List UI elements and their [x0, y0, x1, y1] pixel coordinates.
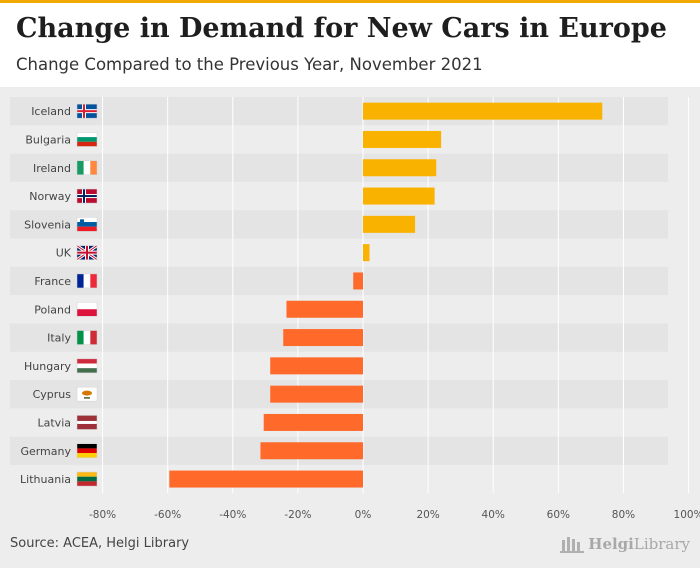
- bar-lithuania: [169, 470, 363, 488]
- x-tick-label: 80%: [612, 509, 635, 521]
- category-label: UK: [56, 247, 72, 260]
- row-band: [10, 153, 668, 182]
- bar-chart: Iceland Bulgaria Ireland Norway Slovenia UK Fr…: [10, 97, 700, 521]
- row-band: [10, 210, 668, 239]
- lithuania-flag-icon: [76, 471, 98, 487]
- source-note: Source: ACEA, Helgi Library: [10, 536, 190, 551]
- bar-germany: [260, 442, 363, 460]
- bar-hungary: [270, 357, 363, 375]
- x-tick-label: 60%: [547, 509, 570, 521]
- france-flag-icon: [76, 273, 98, 289]
- bar-france: [353, 272, 363, 290]
- accent-line: [0, 0, 700, 3]
- slovenia-flag-icon: [76, 217, 98, 232]
- x-tick-label: -40%: [219, 509, 246, 521]
- category-label: Slovenia: [24, 218, 71, 231]
- x-tick-label: -80%: [89, 509, 116, 521]
- chart-subtitle: Change Compared to the Previous Year, No…: [16, 55, 483, 74]
- ireland-flag-icon: [76, 160, 98, 175]
- category-label: Ireland: [33, 162, 71, 175]
- cyprus-flag-icon: [76, 386, 98, 402]
- x-tick-label: 100%: [674, 509, 700, 521]
- poland-flag-icon: [76, 302, 98, 317]
- row-band: [10, 266, 668, 296]
- bar-norway: [363, 187, 435, 205]
- category-label: Iceland: [31, 105, 71, 118]
- norway-flag-icon: [76, 188, 98, 204]
- bar-ireland: [363, 159, 437, 177]
- bar-slovenia: [363, 215, 416, 233]
- x-tick-label: 0%: [355, 509, 372, 521]
- category-label: Germany: [20, 445, 71, 458]
- x-tick-label: -60%: [154, 509, 181, 521]
- hungary-flag-icon: [76, 358, 98, 374]
- bar-italy: [283, 329, 363, 347]
- category-label: Latvia: [38, 416, 72, 429]
- latvia-flag-icon: [76, 415, 98, 430]
- bar-uk: [363, 244, 370, 262]
- category-label: Hungary: [24, 360, 71, 373]
- category-label: Lithuania: [20, 473, 71, 486]
- chart-title: Change in Demand for New Cars in Europe: [16, 13, 667, 44]
- category-label: Poland: [34, 303, 71, 316]
- uk-flag-icon: [76, 244, 98, 261]
- x-tick-label: -20%: [284, 509, 311, 521]
- bar-latvia: [263, 413, 363, 431]
- library-icon: [560, 537, 585, 553]
- category-label: France: [34, 275, 71, 288]
- category-label: Norway: [29, 190, 71, 203]
- bar-cyprus: [270, 385, 363, 403]
- x-tick-label: 40%: [482, 509, 505, 521]
- category-label: Italy: [47, 332, 71, 345]
- bulgaria-flag-icon: [76, 132, 98, 147]
- bar-bulgaria: [363, 130, 442, 148]
- chart-header: Change in Demand for New Cars in Europe …: [0, 3, 700, 87]
- category-label: Cyprus: [33, 388, 72, 401]
- italy-flag-icon: [76, 330, 98, 345]
- bar-iceland: [363, 102, 603, 120]
- x-tick-label: 20%: [416, 509, 439, 521]
- logo-text: HelgiLibrary: [588, 535, 690, 553]
- iceland-flag-icon: [76, 103, 98, 119]
- helgi-library-logo: HelgiLibrary: [560, 534, 690, 554]
- category-label: Bulgaria: [25, 133, 71, 146]
- bar-poland: [286, 300, 363, 318]
- germany-flag-icon: [76, 443, 98, 458]
